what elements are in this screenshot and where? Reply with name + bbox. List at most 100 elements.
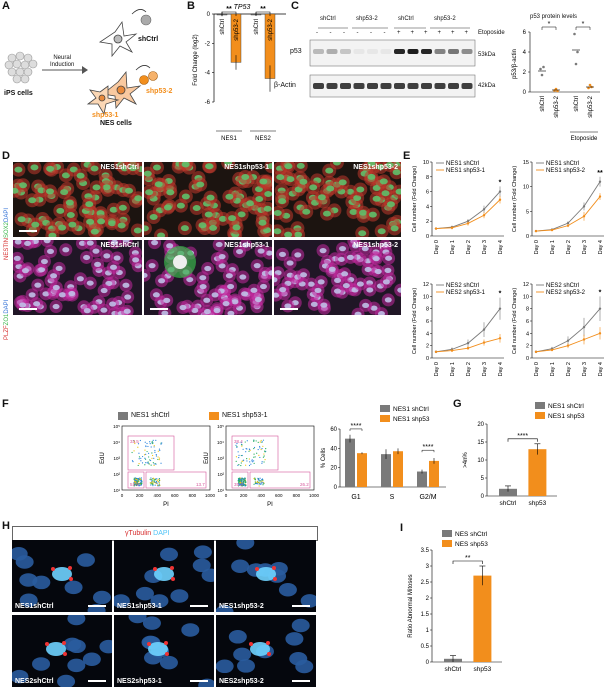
cell-nucleus [267, 163, 272, 170]
flow-legend-swatch-ctrl [118, 412, 128, 420]
x-tick-label: G1 [351, 494, 360, 501]
cell-nucleus [109, 206, 118, 213]
cell-nucleus [259, 283, 267, 290]
cell-nucleus [46, 165, 55, 172]
legend-label-ctrl: NES1 shCtrl [546, 161, 579, 167]
actin-band [461, 83, 473, 89]
flow-plot-ctrl: 33.5 51.5 13.7 10¹ 10² 10³ 10⁴ 10⁵ 0 200 400 600 800… [100, 424, 216, 508]
centrosome-icon [147, 642, 151, 646]
flow-event [242, 482, 244, 484]
flow-y-tick: 10² [113, 472, 120, 477]
y-tick-label: 0 [426, 660, 430, 666]
cell-nucleus [203, 297, 211, 303]
cell-nucleus [278, 251, 286, 258]
centrosome-icon [273, 577, 277, 581]
flow-event [253, 439, 255, 441]
cell-nucleus [381, 190, 390, 197]
y-tick-label: 2.5 [421, 580, 430, 586]
y-axis-label: Ratio Abnormal Mitoses [408, 574, 414, 637]
panel-b-chart: TP53 0 -2 -4 -6 shCtrl shp53-2 shCtrl shp53-2 ** *… [190, 0, 290, 145]
lane-label-3: shCtrl [398, 16, 414, 22]
band-label-actin: β-Actin [274, 82, 296, 89]
flow-event [152, 439, 154, 441]
flow-event [262, 481, 264, 484]
cell-nucleus [92, 248, 100, 254]
flow-event [138, 458, 140, 460]
data-point [482, 208, 486, 211]
cell-nucleus [83, 254, 91, 261]
cell-nucleus [124, 187, 133, 194]
cell-nucleus [144, 225, 149, 232]
flow-y-tick: 10³ [217, 456, 224, 461]
micrograph-caption: NES1shp53-1 [117, 603, 162, 610]
sig-bracket [452, 560, 483, 564]
flow-legend-swatch-kd [209, 412, 219, 420]
cell-nucleus [48, 232, 57, 237]
x-tick-label: Day 3 [482, 240, 488, 254]
cell-nucleus [250, 287, 258, 293]
data-point [466, 346, 470, 350]
flow-event [156, 479, 158, 482]
cell-nucleus [31, 221, 40, 228]
cell-nucleus [332, 162, 341, 166]
cell-nucleus [117, 222, 126, 229]
data-point [540, 73, 544, 77]
cell-nucleus [333, 288, 341, 294]
cell-nucleus [279, 286, 287, 293]
cell-nucleus [204, 211, 213, 218]
flow-event [135, 484, 137, 487]
flow-legend-ctrl: NES1 shCtrl [131, 412, 170, 419]
scale-bar [19, 230, 37, 232]
y-tick-label: -6 [205, 100, 211, 106]
cell-nucleus [47, 248, 55, 255]
lentivirus-ctrl-icon [140, 14, 152, 26]
flow-event [264, 451, 266, 453]
flow-event [235, 444, 237, 446]
cell-nucleus [181, 623, 200, 637]
flow-event [244, 484, 246, 486]
cell-nucleus [341, 271, 349, 277]
legend-label-ctrl: NES shCtrl [455, 531, 488, 538]
data-point [566, 344, 570, 347]
cell-nucleus [274, 277, 278, 283]
flow-event [140, 481, 142, 483]
flow-event [239, 482, 241, 484]
data-point [573, 32, 576, 36]
cell-nucleus [204, 265, 212, 272]
data-point [534, 229, 538, 233]
flow-event [133, 441, 136, 443]
actin-band [353, 83, 365, 89]
x-tick-label: Day 1 [550, 362, 556, 376]
cell-nucleus [372, 195, 381, 202]
y-tick-label: 15 [523, 160, 529, 166]
flow-plot-kd: 38.4 35.3 26.2 10¹ 10² 10³ 10⁴ 10⁵ 0 200 400 600 800… [204, 424, 320, 508]
cell-nucleus [309, 184, 318, 191]
bar [417, 471, 427, 487]
scale-bar [190, 605, 208, 607]
y-tick-label: 10 [523, 185, 529, 191]
x-tick-label: shp53-2 [588, 95, 594, 117]
flow-event [133, 450, 135, 452]
cell-nucleus [144, 170, 152, 177]
x-tick-label: Day 2 [466, 362, 472, 376]
flow-x-tick: 800 [189, 493, 197, 498]
cell-nucleus [237, 211, 246, 218]
flow-x-tick: 600 [171, 493, 179, 498]
cell-nucleus [111, 240, 119, 245]
bar-label: shp53-2 [234, 18, 240, 40]
cell-nucleus [133, 227, 142, 234]
p53-quant-chart: 0 2 4 6 shCtrl shp53-2 shCtrl shp53-2 * * Etoposid… [512, 21, 600, 142]
cell-nucleus [310, 301, 318, 307]
y-tick-label: 4 [426, 204, 429, 210]
flow-x-tick: 400 [257, 493, 265, 498]
mitosis-row1-1: NES1shCtrl [12, 540, 112, 612]
cell-nucleus [50, 273, 58, 279]
sig-label: * [548, 21, 551, 28]
cell-nucleus [358, 230, 367, 237]
actin-blot-strip [309, 74, 476, 98]
flow-event [249, 461, 251, 463]
centrosome-icon [62, 641, 66, 645]
flow-event [257, 479, 259, 481]
flow-event [251, 460, 253, 462]
sig-bracket [541, 26, 557, 30]
